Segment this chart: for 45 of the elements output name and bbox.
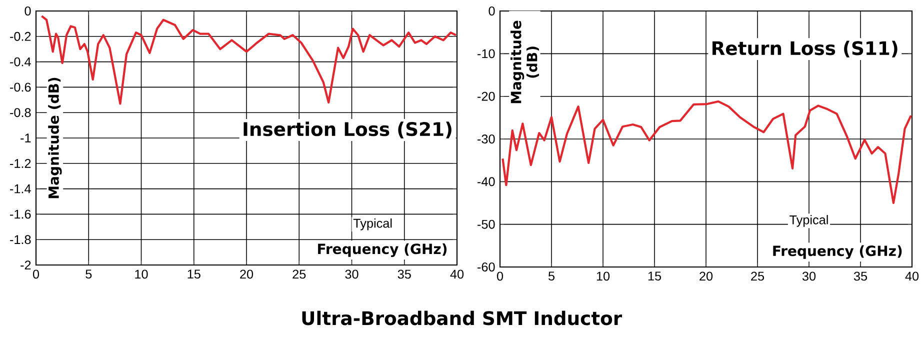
y-tick-label: -1.6 [10, 210, 31, 219]
x-tick-label: 15 [188, 270, 200, 279]
y-tick-label: -2 [20, 260, 31, 270]
x-tick-label: 10 [596, 272, 610, 281]
x-tick-label: 25 [751, 272, 764, 281]
x-tick-label: 40 [450, 270, 464, 279]
y-axis-title: Magnitude (dB) [48, 78, 62, 198]
x-tick-label: 5 [548, 272, 555, 281]
y-tick-label: -1.8 [10, 235, 31, 244]
y-tick-label: -1.2 [10, 158, 31, 168]
x-tick-label: 5 [86, 270, 92, 279]
y-tick-label: -30 [478, 134, 495, 144]
x-tick-label: 25 [292, 270, 306, 279]
y-tick-label: -50 [478, 220, 495, 229]
y-tick-label: -0.8 [10, 108, 31, 118]
y-tick-label: 0 [24, 6, 31, 16]
x-tick-label: 40 [905, 272, 919, 281]
y-tick-label: -60 [478, 262, 495, 272]
y-tick-label: -0.4 [10, 57, 31, 66]
y-tick-label: -1 [20, 134, 31, 142]
y-tick-label: -40 [478, 177, 495, 186]
x-tick-label: 20 [240, 270, 254, 279]
text: Insertion Loss (S21) [244, 122, 452, 138]
text: Return Loss (S11) [712, 40, 898, 58]
x-axis-title: Frequency (GHz) [773, 245, 902, 259]
y-tick-label: -20 [478, 92, 495, 101]
annotation: Typical [790, 215, 828, 227]
x-axis-title: Frequency (GHz) [318, 243, 447, 257]
y-tick-label: -0.2 [10, 32, 31, 41]
y-tick-label: -10 [478, 49, 495, 58]
x-tick-label: 30 [345, 270, 358, 279]
x-tick-label: 0 [32, 270, 40, 279]
y-tick-label: 0 [488, 6, 495, 16]
x-tick-label: 20 [700, 272, 713, 281]
x-tick-label: 10 [135, 270, 148, 279]
text: Ultra-Broadband SMT Inductor [302, 310, 622, 326]
x-tick-label: 0 [496, 272, 504, 281]
x-tick-label: 15 [648, 272, 662, 281]
annotation: Typical [353, 218, 392, 230]
x-tick-label: 35 [398, 270, 411, 279]
y-tick-label: -1.4 [10, 184, 31, 194]
x-tick-label: 30 [802, 272, 816, 281]
x-tick-label: 35 [854, 272, 868, 281]
y-axis-title: Magnitude (dB) [510, 20, 539, 104]
y-tick-label: -0.6 [10, 82, 31, 92]
